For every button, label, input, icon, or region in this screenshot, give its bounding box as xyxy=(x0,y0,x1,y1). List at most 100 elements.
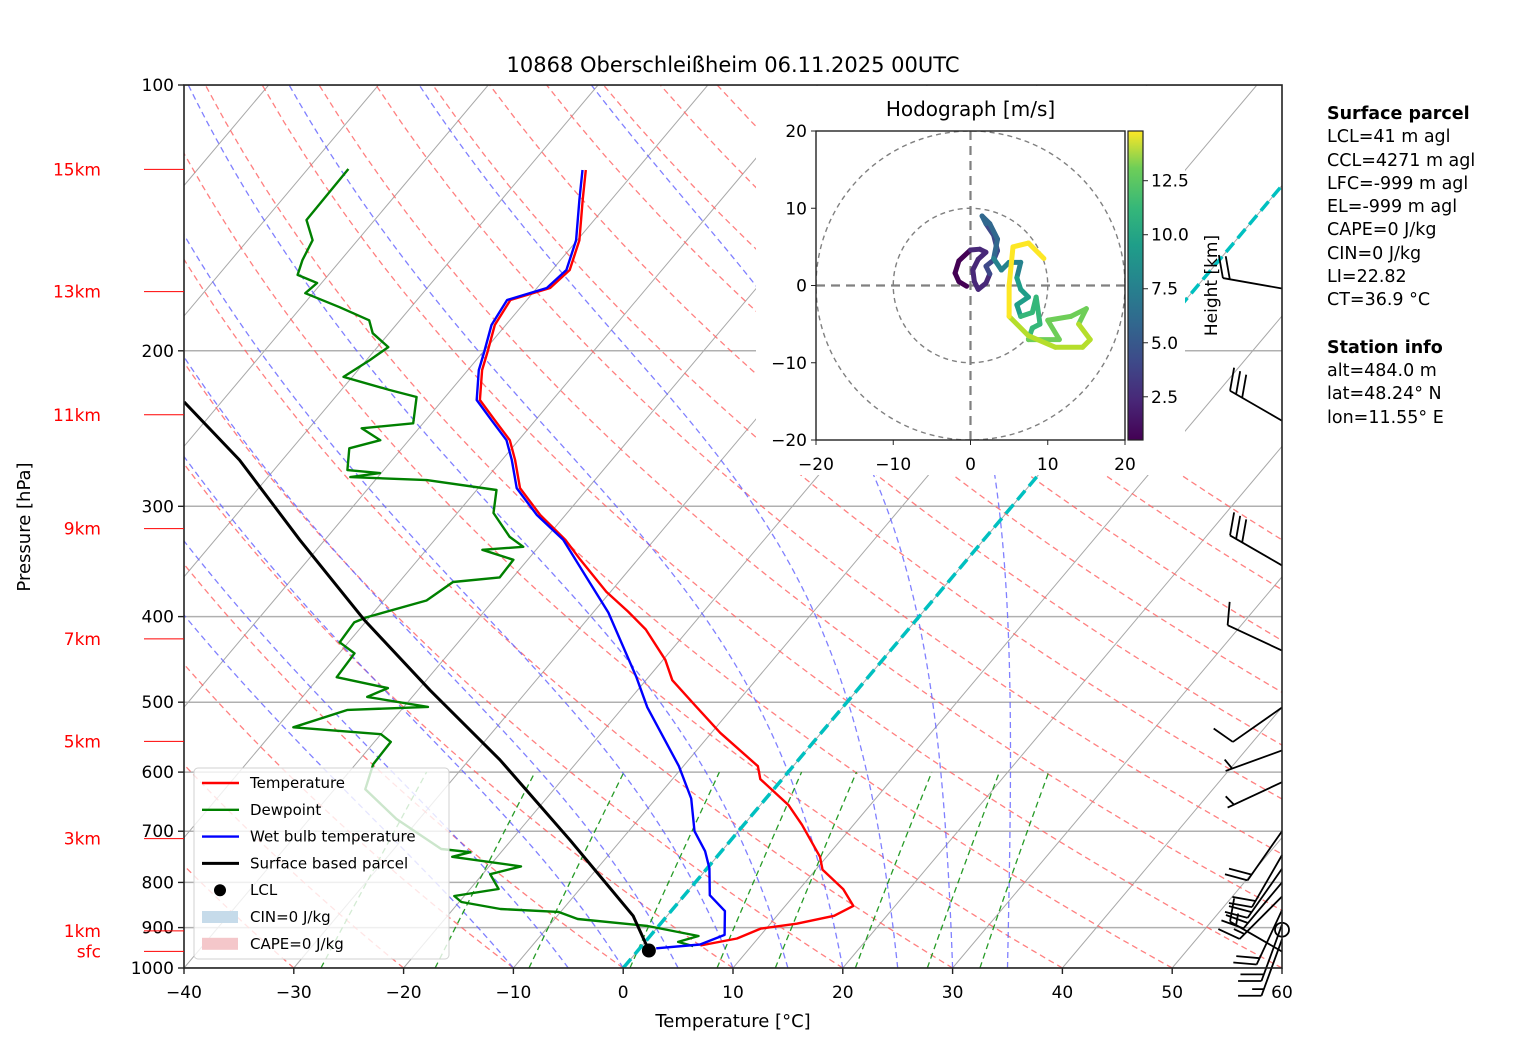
hodograph-x-tick-label: −10 xyxy=(875,455,911,475)
wind-barb xyxy=(1229,367,1283,422)
y-axis-label: Pressure [hPa] xyxy=(14,462,35,591)
hodograph-x-tick-label: 0 xyxy=(965,455,976,475)
hodograph-segment xyxy=(1006,244,1016,288)
info-line: LCL=41 m agl xyxy=(1327,127,1451,148)
mixing-ratio-line xyxy=(629,771,720,968)
wind-barbs xyxy=(1213,254,1290,997)
barb-flag xyxy=(1213,727,1234,743)
wind-barb xyxy=(1233,909,1283,966)
barb-flag xyxy=(1233,961,1257,966)
info-line: lat=48.24° N xyxy=(1327,384,1442,405)
info-panel: Surface parcel LCL=41 m agl CCL=4271 m ag… xyxy=(1327,103,1475,430)
barb-flag xyxy=(1235,371,1242,395)
chart-title: 10868 Oberschleißheim 06.11.2025 00UTC xyxy=(507,53,960,77)
barb-flag xyxy=(1229,512,1235,536)
info-line: LFC=-999 m agl xyxy=(1327,173,1469,194)
barb-staff xyxy=(1260,924,1283,982)
barb-flag xyxy=(1226,601,1231,626)
barb-staff xyxy=(1251,854,1283,908)
colorbar-tick-label: 12.5 xyxy=(1151,172,1189,192)
isotherm-line xyxy=(184,85,709,708)
barb-staff xyxy=(1232,706,1283,743)
axes: −40 −30 −20 −10 0 10 20 30 40 50 60100200300400500… xyxy=(53,76,1293,1003)
barb-flag xyxy=(1232,896,1256,902)
mixing-ratio-line xyxy=(926,771,1001,968)
wind-barb xyxy=(1238,924,1283,982)
moist-adiabat-line xyxy=(184,233,734,968)
wind-barb xyxy=(1224,830,1283,882)
barb-flag xyxy=(1241,519,1248,543)
y-tick-label: 900 xyxy=(142,919,174,939)
series-line-dewpoint xyxy=(292,168,700,948)
hodograph-y-tick-label: −10 xyxy=(771,354,807,374)
y-tick-label: 200 xyxy=(142,342,174,362)
legend-label: Dewpoint xyxy=(250,801,321,819)
freezing-level-line xyxy=(621,182,1282,968)
moist-adiabat-line xyxy=(288,85,844,968)
barb-half-flag xyxy=(1223,758,1233,770)
moist-adiabat-line xyxy=(184,355,679,968)
dry-adiabat-line xyxy=(184,152,1063,968)
profiles xyxy=(184,168,855,958)
hodograph: Hodograph [m/s] −20 −20 −10 −10 0 0 10 10 20 20 2.5… xyxy=(756,86,1222,475)
info-line: EL=-999 m agl xyxy=(1327,197,1458,218)
wind-barb xyxy=(1229,512,1283,567)
hodograph-x-tick-label: 10 xyxy=(1037,455,1059,475)
series-line-wet-bulb-temperature xyxy=(475,169,727,950)
x-tick-label: 0 xyxy=(618,983,629,1003)
dry-adiabat-line xyxy=(261,85,1282,968)
hodograph-segment xyxy=(956,247,973,264)
height-label: 1km xyxy=(64,922,101,942)
surface-parcel-list: LCL=41 m agl CCL=4271 m agl LFC=-999 m agl… xyxy=(1327,126,1475,312)
hodograph-y-tick-label: 20 xyxy=(785,122,807,142)
wind-barb xyxy=(1228,854,1283,908)
info-line: CAPE=0 J/kg xyxy=(1327,220,1437,241)
isotherm-line xyxy=(732,315,1282,968)
x-tick-label: 10 xyxy=(722,983,744,1003)
x-tick-label: −40 xyxy=(166,983,202,1003)
barb-staff xyxy=(1246,868,1283,919)
dry-adiabat-line xyxy=(184,563,624,968)
wind-barb xyxy=(1213,706,1283,743)
barb-flag xyxy=(1217,928,1240,940)
isotherm-line xyxy=(842,445,1282,968)
hodograph-y-tick-label: 10 xyxy=(785,199,807,219)
barb-flag xyxy=(1224,256,1231,280)
x-tick-label: −20 xyxy=(386,983,422,1003)
height-label: 13km xyxy=(53,283,101,303)
hodograph-segment xyxy=(987,221,1001,242)
y-tick-label: 500 xyxy=(142,693,174,713)
info-line: lon=11.55° E xyxy=(1327,407,1444,428)
y-tick-label: 1000 xyxy=(131,959,174,979)
y-tick-label: 100 xyxy=(142,76,174,96)
mixing-ratio-line xyxy=(434,771,536,968)
x-axis-label: Temperature [°C] xyxy=(654,1011,810,1032)
x-tick-label: 40 xyxy=(1052,983,1074,1003)
colorbar-tick-label: 10.0 xyxy=(1151,226,1189,246)
colorbar-label: Height [km] xyxy=(1202,235,1222,336)
y-tick-label: 600 xyxy=(142,763,174,783)
barb-flag xyxy=(1225,914,1249,924)
moist-adiabat-line xyxy=(187,85,789,968)
colorbar-tick-label: 5.0 xyxy=(1151,334,1178,354)
info-line: LI=22.82 xyxy=(1327,267,1407,288)
legend-box xyxy=(193,767,450,960)
x-tick-label: 60 xyxy=(1271,983,1293,1003)
legend-swatch xyxy=(202,911,238,923)
hodograph-x-tick-label: −20 xyxy=(798,455,834,475)
colorbar-tick-label: 2.5 xyxy=(1151,388,1178,408)
mixing-ratio-line xyxy=(716,771,803,968)
isotherm-line xyxy=(184,85,379,317)
wind-barb xyxy=(1225,781,1283,809)
barb-flag xyxy=(1236,955,1260,960)
isotherm-line xyxy=(1062,706,1282,968)
barb-staff xyxy=(1222,277,1283,290)
hodograph-segment xyxy=(1076,306,1089,327)
moist-adiabat-line xyxy=(418,85,899,968)
series-line-surface-based-parcel xyxy=(184,400,651,952)
dry-adiabat-line xyxy=(184,462,734,968)
legend-label: Temperature xyxy=(249,774,345,792)
legend-label: CIN=0 J/kg xyxy=(250,908,331,926)
barb-staff xyxy=(1242,881,1283,929)
x-tick-label: −10 xyxy=(495,983,531,1003)
